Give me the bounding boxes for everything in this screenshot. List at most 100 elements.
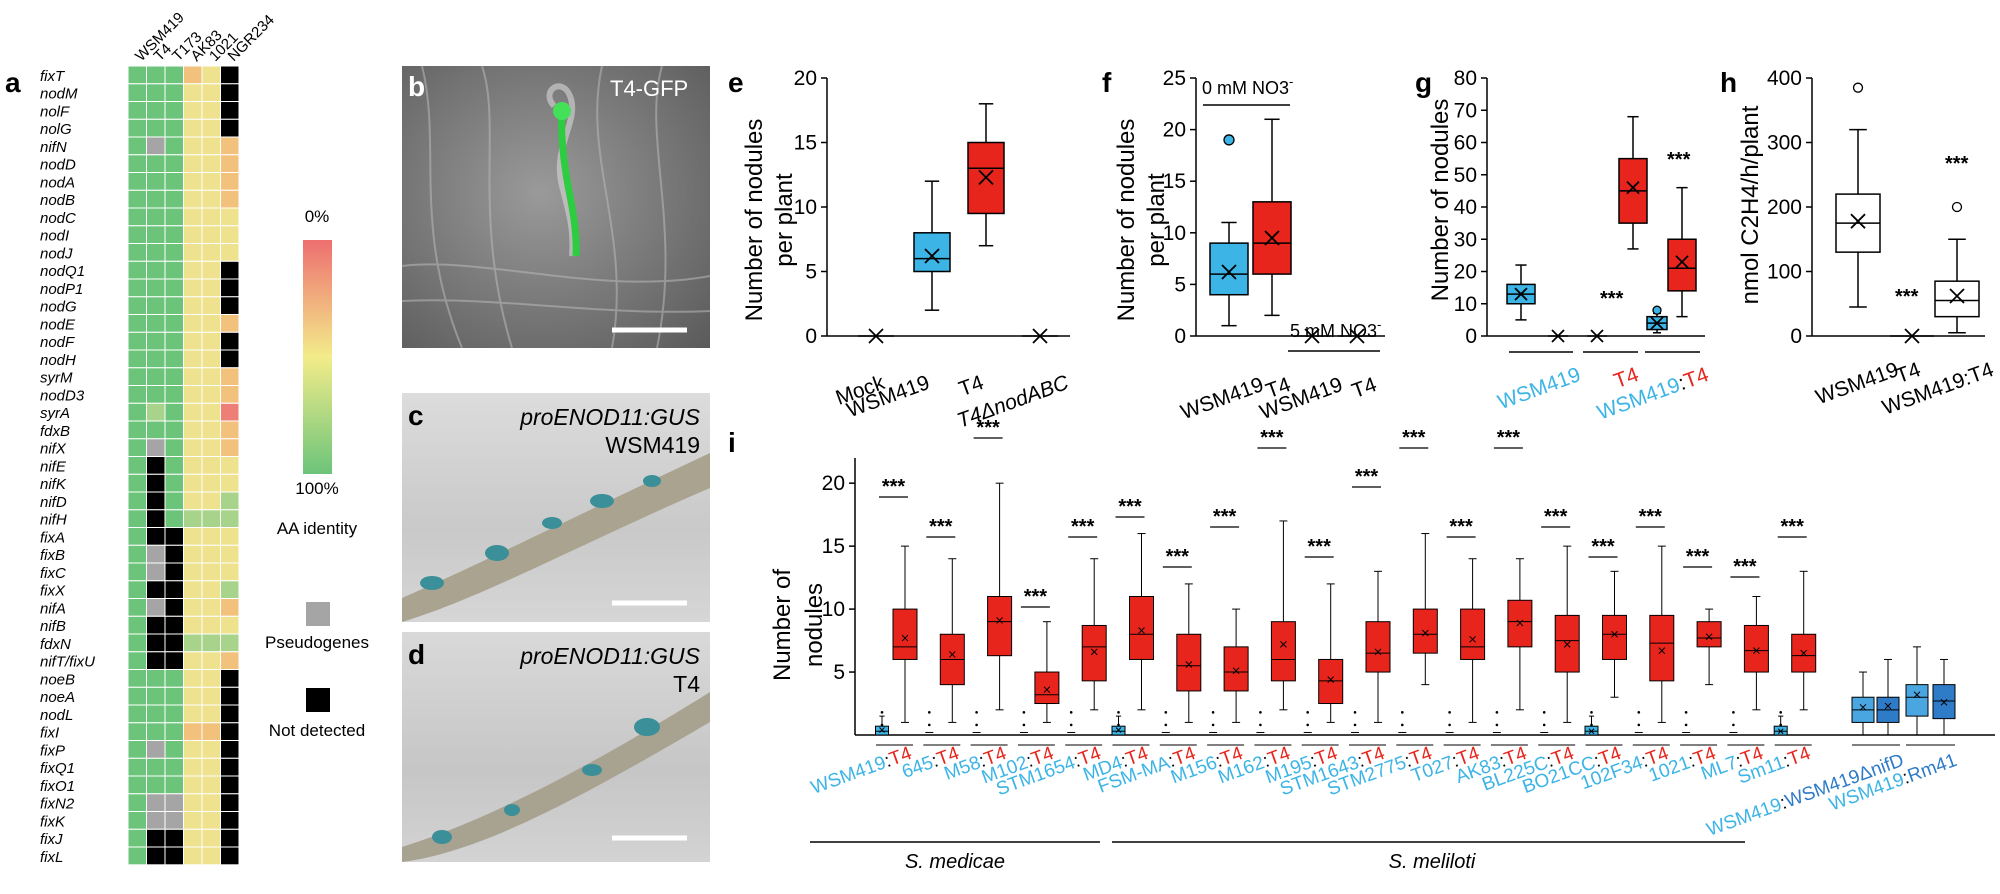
gene-label-14: nodE — [40, 316, 76, 333]
g-box-5-box — [1667, 238, 1697, 292]
heat-cell — [164, 331, 184, 351]
heat-cell — [201, 846, 221, 866]
aa-identity-colorbar — [303, 240, 332, 474]
heat-cell — [127, 544, 147, 564]
legend-aa-identity: AA identity — [277, 519, 358, 538]
heat-cell — [183, 846, 203, 866]
heat-cell — [127, 669, 147, 688]
heat-cell — [127, 633, 147, 653]
e-ylabel-2: per plant — [771, 173, 798, 267]
heat-cell — [164, 811, 184, 830]
i-dot-6-0 — [1164, 723, 1168, 727]
heat-cell — [146, 651, 166, 671]
heat-cell — [127, 846, 147, 866]
g-ytick-label-5: 50 — [1454, 164, 1477, 187]
f-ytick-label-5: 25 — [1163, 67, 1186, 90]
g-ytick-label-7: 70 — [1454, 99, 1477, 122]
heat-cell — [146, 331, 166, 351]
i-dot-5-1 — [1117, 711, 1120, 714]
i-red-16-mean-marker — [1658, 647, 1666, 654]
gene-label-29: fixX — [40, 583, 66, 600]
heat-cell — [164, 349, 184, 369]
heat-cell — [164, 686, 184, 706]
i-sig-stars-10: *** — [1355, 466, 1379, 488]
f-ylabel-2: per plant — [1143, 173, 1170, 267]
g-ytick-label-3: 30 — [1454, 228, 1477, 251]
heat-cell — [146, 793, 166, 813]
i-species-meliloti: S. meliloti — [1389, 851, 1476, 873]
f-ytick-label-1: 5 — [1174, 273, 1186, 296]
gene-label-23: nifK — [40, 476, 67, 493]
heat-cell — [220, 527, 240, 546]
i-red-19-box — [1791, 633, 1817, 673]
heat-cell — [146, 314, 166, 333]
heat-cell — [127, 189, 147, 209]
heat-cell — [201, 562, 221, 582]
heat-cell — [220, 473, 240, 493]
i-xlabels: WSM419:T4645:T4M58:T4M102:T4STM1654:T4MD… — [808, 743, 1959, 841]
heat-cell — [183, 757, 203, 777]
gene-label-26: fixA — [40, 529, 65, 546]
heat-cell — [201, 793, 221, 813]
heat-cell — [201, 331, 221, 351]
heat-cell — [127, 172, 147, 191]
heat-cell — [127, 793, 147, 813]
f-ytick-label-3: 15 — [1163, 170, 1186, 193]
heat-cell — [201, 154, 221, 174]
heat-cell — [201, 349, 221, 369]
g-box-4-outlier-0 — [1652, 305, 1662, 315]
i-dot-2-1 — [975, 711, 978, 714]
heat-cell — [183, 207, 203, 227]
heat-cell — [164, 828, 184, 848]
heat-cell — [127, 225, 147, 245]
h-box-2-outlier-0 — [1951, 201, 1963, 213]
heat-cell — [127, 811, 147, 830]
heat-cell — [183, 456, 203, 475]
heat-cell — [183, 154, 203, 174]
h-box-2-box — [1934, 280, 1980, 318]
heat-cell — [164, 775, 184, 795]
chart-e: 0 5 10 15 20 — [794, 67, 1070, 348]
i-red-19-mean-marker — [1800, 649, 1808, 657]
i-dot-17-1 — [1684, 711, 1688, 714]
heat-cell — [183, 314, 203, 333]
g-box-2-mean-marker — [1590, 329, 1604, 343]
f-ytick-label-2: 10 — [1163, 222, 1186, 245]
heat-cell — [164, 385, 184, 404]
i-red-2-box — [987, 596, 1013, 657]
heat-cell — [146, 456, 166, 475]
heat-cell — [164, 83, 184, 103]
heat-cell — [201, 544, 221, 564]
heat-cell — [146, 669, 166, 688]
heat-cell — [127, 385, 147, 404]
h-ytick-label-1: 100 — [1767, 261, 1802, 284]
heat-cell — [201, 189, 221, 209]
heat-cell — [164, 846, 184, 866]
heat-cell — [201, 598, 221, 617]
heat-cell — [183, 83, 203, 103]
heat-cell — [146, 775, 166, 795]
heat-cell — [164, 154, 184, 174]
h-box-0-mean-marker — [1850, 213, 1866, 229]
gene-label-8: nodC — [40, 210, 76, 227]
heat-cell — [220, 491, 240, 511]
gene-label-21: nifX — [40, 441, 67, 458]
e-ytick-label-0: 0 — [805, 325, 817, 348]
e-box-1-mean-marker — [924, 248, 940, 264]
heat-cell — [164, 598, 184, 617]
heat-cell — [146, 118, 166, 138]
heat-cell — [201, 118, 221, 138]
heat-cell — [183, 633, 203, 653]
heat-cell — [220, 189, 240, 209]
heat-cell — [201, 828, 221, 848]
gene-label-20: fdxB — [40, 423, 70, 440]
i-red-6-mean-marker — [1185, 661, 1193, 668]
gene-label-36: nodL — [40, 707, 73, 724]
i-dot-0-1 — [880, 711, 884, 714]
i-red-15-box — [1602, 614, 1627, 660]
h-ytick-label-4: 400 — [1767, 67, 1802, 90]
heat-cell — [220, 651, 240, 671]
heat-cell — [220, 154, 240, 174]
i-red-5-box — [1129, 596, 1154, 660]
heat-cell — [127, 296, 147, 316]
